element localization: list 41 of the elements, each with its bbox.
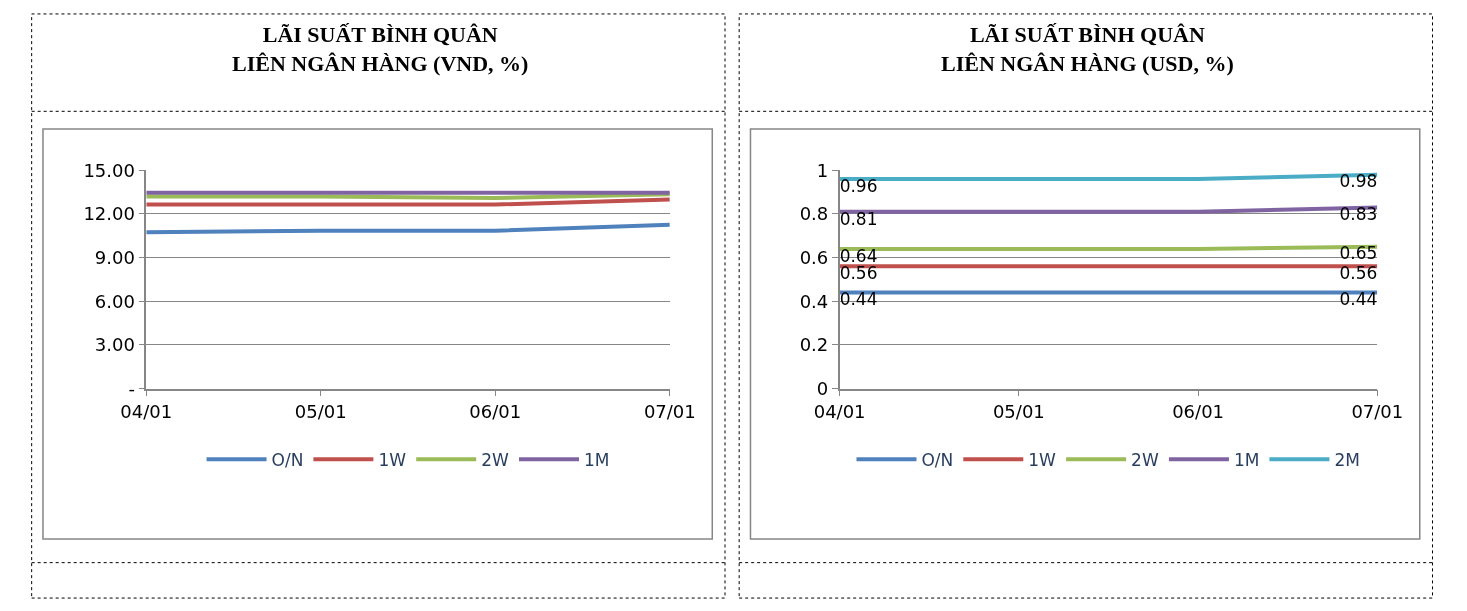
y-tick-label: 6.00 xyxy=(94,290,135,312)
y-tick-label: 0.6 xyxy=(799,246,829,268)
chart-title: LÃI SUẤT BÌNH QUÂN LIÊN NGÂN HÀNG (VND, %) xyxy=(232,22,529,76)
legend-label: 1M xyxy=(584,449,610,470)
legend-label: 2M xyxy=(1334,449,1360,470)
legend-label: 2W xyxy=(481,449,510,470)
x-tick-label: 05/01 xyxy=(294,400,347,422)
data-label: 0.98 xyxy=(1339,171,1378,192)
y-tick-label: 3.00 xyxy=(94,334,135,356)
data-label: 0.83 xyxy=(1339,204,1378,225)
y-tick-label: 0.4 xyxy=(799,290,829,312)
legend-label: 1W xyxy=(1028,449,1057,470)
data-label: 0.44 xyxy=(1339,289,1378,310)
data-label: 0.65 xyxy=(1339,243,1378,264)
legend-label: 2W xyxy=(1131,449,1159,470)
y-tick-label: 0 xyxy=(816,377,829,399)
data-label: 0.56 xyxy=(839,263,878,284)
x-tick-label: 06/01 xyxy=(469,400,522,422)
data-label: 0.64 xyxy=(839,245,878,266)
x-tick-label: 04/01 xyxy=(120,400,173,422)
y-tick-label: 15.00 xyxy=(83,159,135,181)
legend-label: 1W xyxy=(378,449,407,470)
data-label: 0.56 xyxy=(1339,263,1378,284)
y-tick-label: 0.2 xyxy=(799,334,829,356)
y-tick-label: - xyxy=(128,377,135,399)
y-tick-label: 1 xyxy=(816,159,829,181)
legend-label: 1M xyxy=(1233,449,1260,470)
data-label: 0.96 xyxy=(839,175,878,196)
x-tick-label: 05/01 xyxy=(992,400,1045,422)
data-label: 0.81 xyxy=(839,208,878,229)
legend-label: O/N xyxy=(271,449,304,470)
x-tick-label: 06/01 xyxy=(1172,400,1225,422)
x-tick-label: 07/01 xyxy=(1351,400,1404,422)
y-tick-label: 0.8 xyxy=(799,203,829,225)
x-tick-label: 07/01 xyxy=(643,400,696,422)
data-label: 0.44 xyxy=(839,289,878,310)
y-tick-label: 9.00 xyxy=(94,246,135,268)
y-tick-label: 12.00 xyxy=(83,203,135,225)
legend-label: O/N xyxy=(921,449,954,470)
x-tick-label: 04/01 xyxy=(813,400,866,422)
chart-title: LÃI SUẤT BÌNH QUÂN LIÊN NGÂN HÀNG (USD, %) xyxy=(941,22,1234,76)
